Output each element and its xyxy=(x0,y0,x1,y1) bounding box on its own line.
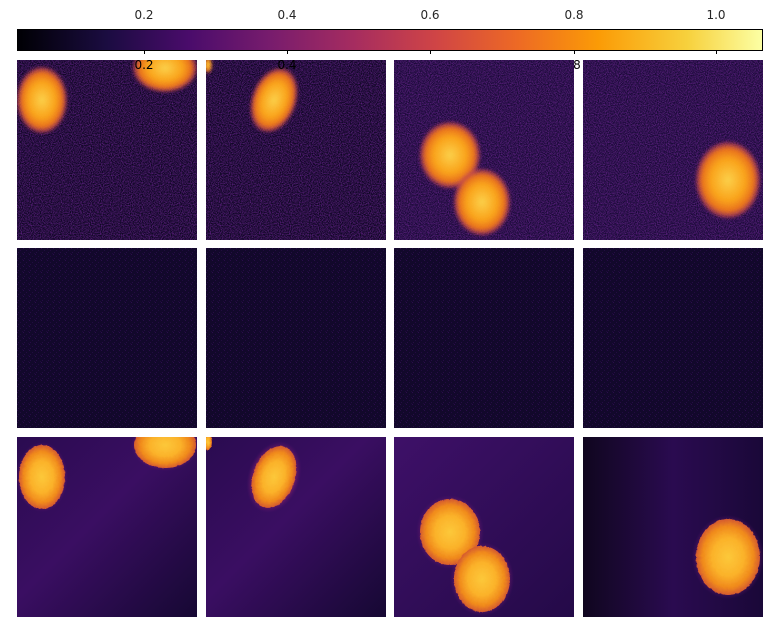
denoised-panel-3 xyxy=(394,437,574,617)
colorbar-top-tick-label: 0.4 xyxy=(277,8,297,22)
noisy-panel-3 xyxy=(394,60,574,240)
residual-panel-3 xyxy=(394,248,574,428)
colorbar-tick xyxy=(144,50,145,54)
colorbar-tick xyxy=(716,50,717,54)
denoised-panel-1 xyxy=(17,437,197,617)
denoised-panel-4 xyxy=(583,437,763,617)
residual-panel-4 xyxy=(583,248,763,428)
colorbar-top-tick-label: 1.0 xyxy=(706,8,726,22)
residual-panel-1 xyxy=(17,248,197,428)
colorbar-tick xyxy=(287,50,288,54)
colorbar-tick xyxy=(574,50,575,54)
colorbar-top-tick-label: 0.2 xyxy=(134,8,154,22)
colorbar-bottom-tick-label: 0.2 xyxy=(134,58,154,72)
noisy-panel-4 xyxy=(583,60,763,240)
colorbar-top-tick-label: 0.8 xyxy=(564,8,584,22)
noisy-panel-1 xyxy=(17,60,197,240)
colorbar xyxy=(17,29,763,51)
residual-panel-2 xyxy=(206,248,386,428)
noisy-panel-2 xyxy=(206,60,386,240)
colorbar-bottom-tick-label: 8 xyxy=(573,58,581,72)
colorbar-bottom-tick-label: 0.4 xyxy=(277,58,297,72)
denoised-panel-2 xyxy=(206,437,386,617)
colorbar-top-tick-label: 0.6 xyxy=(420,8,440,22)
colorbar-tick xyxy=(430,50,431,54)
